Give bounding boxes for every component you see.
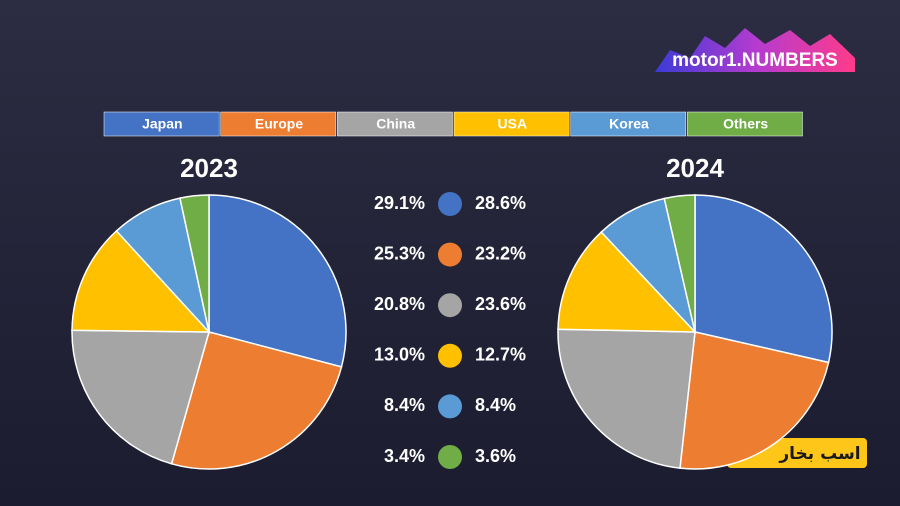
- legend-label: China: [376, 116, 415, 132]
- watermark-text: اسب بخار: [778, 444, 860, 464]
- pie-slice: [208, 194, 347, 368]
- pie-slice: [663, 194, 696, 333]
- pie-slice: [694, 194, 833, 364]
- chart-title: 2024: [666, 153, 724, 183]
- value-label: 3.6%: [475, 446, 516, 466]
- legend-swatch: [687, 111, 803, 137]
- legend-label: Europe: [255, 116, 303, 132]
- legend-swatch: [103, 111, 220, 137]
- value-label: 12.7%: [475, 345, 526, 365]
- color-dot: [438, 192, 462, 216]
- logo: motor1.NUMBERS: [655, 28, 855, 72]
- value-label: 8.4%: [384, 395, 425, 415]
- legend-label: Korea: [609, 116, 649, 132]
- color-dot: [438, 445, 462, 469]
- value-label: 3.4%: [384, 446, 425, 466]
- value-label: 23.2%: [475, 243, 526, 263]
- logo-mountains: [655, 28, 855, 72]
- color-dot: [438, 343, 462, 368]
- value-label: 20.8%: [374, 294, 425, 314]
- logo-text: motor1.NUMBERS: [672, 50, 838, 71]
- value-label: 29.1%: [374, 193, 425, 213]
- legend-swatch: [570, 111, 687, 137]
- legend-label: USA: [498, 116, 528, 132]
- value-label: 23.6%: [475, 294, 526, 314]
- pie-slice: [557, 231, 697, 333]
- pie-slice: [170, 331, 343, 470]
- legend-swatch: [337, 111, 453, 137]
- pie-slice: [557, 328, 696, 470]
- value-label: 25.3%: [374, 243, 425, 263]
- value-label: 28.6%: [475, 193, 526, 213]
- pie-slice: [71, 329, 210, 465]
- legend-label: Japan: [142, 116, 182, 132]
- legend-swatch: [220, 111, 337, 137]
- color-dot: [438, 293, 462, 318]
- pie-slice: [71, 229, 211, 333]
- color-dot: [438, 242, 462, 267]
- value-label: 8.4%: [475, 395, 516, 415]
- pie-slice: [179, 194, 210, 333]
- value-label: 13.0%: [374, 345, 425, 365]
- pie-slice: [679, 331, 830, 470]
- chart-title: 2023: [180, 153, 238, 183]
- legend-label: Others: [723, 116, 768, 132]
- color-dot: [438, 394, 462, 419]
- legend-swatch: [453, 111, 570, 137]
